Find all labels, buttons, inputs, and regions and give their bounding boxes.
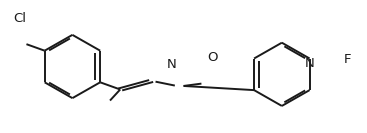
Text: N: N xyxy=(167,58,177,71)
Text: Cl: Cl xyxy=(13,13,26,25)
Text: F: F xyxy=(344,53,351,66)
Text: N: N xyxy=(304,57,314,70)
Text: O: O xyxy=(207,51,218,64)
